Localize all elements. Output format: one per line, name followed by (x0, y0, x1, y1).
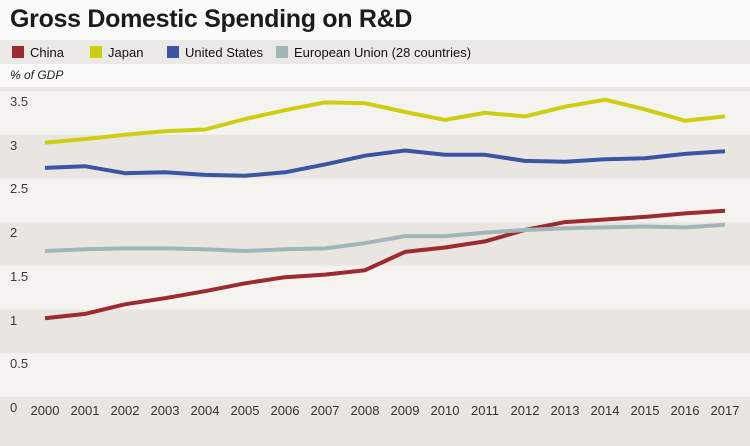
x-tick-label: 2004 (190, 403, 220, 418)
y-tick-label: 0.5 (10, 356, 29, 372)
line-european-union-28-countries (44, 222, 726, 253)
legend-swatch-united-states (167, 46, 179, 58)
x-tick-label: 2003 (150, 403, 180, 418)
x-tick-label: 2017 (710, 403, 740, 418)
x-tick-label: 2007 (310, 403, 340, 418)
grid-band (0, 87, 750, 91)
x-tick-label: 2014 (590, 403, 620, 418)
x-tick-label: 2001 (70, 403, 100, 418)
legend-item-china[interactable]: China (12, 40, 64, 64)
x-tick-label: 2006 (270, 403, 300, 418)
legend-swatch-china (12, 46, 24, 58)
x-tick-label: 2015 (630, 403, 660, 418)
legend-label-china: China (30, 44, 64, 60)
x-tick-label: 2010 (430, 403, 460, 418)
y-tick-label: 2 (10, 225, 18, 241)
x-tick-label: 2012 (510, 403, 540, 418)
legend-label-european-union-28-countries: European Union (28 countries) (294, 44, 472, 60)
line-japan (44, 97, 726, 145)
legend-item-japan[interactable]: Japan (90, 40, 143, 64)
chart-title: Gross Domestic Spending on R&D (10, 5, 413, 33)
grid-band (0, 222, 750, 266)
x-tick-label: 2000 (30, 403, 60, 418)
x-tick-label: 2016 (670, 403, 700, 418)
x-tick-label: 2011 (471, 403, 499, 418)
legend-swatch-european-union-28-countries (276, 46, 288, 58)
x-tick-label: 2013 (550, 403, 580, 418)
chart-legend: China Japan United States European Union (2… (0, 40, 750, 64)
line-china (44, 208, 726, 321)
grid-band (0, 397, 750, 446)
y-tick-label: 3 (10, 137, 18, 153)
y-tick-label: 0 (10, 400, 18, 415)
y-tick-label: 1.5 (10, 268, 29, 284)
legend-swatch-japan (90, 46, 102, 58)
x-tick-label: 2008 (350, 403, 380, 418)
x-tick-label: 2009 (390, 403, 420, 418)
x-tick-label: 2005 (230, 403, 260, 418)
grid-band (0, 134, 750, 179)
y-tick-label: 1 (10, 312, 18, 328)
legend-item-united-states[interactable]: United States (167, 40, 263, 64)
y-tick-label: 2.5 (10, 181, 29, 197)
line-united-states (44, 148, 726, 178)
legend-label-japan: Japan (108, 44, 144, 60)
y-axis-unit-label: % of GDP (10, 68, 64, 82)
x-tick-label: 2002 (110, 403, 140, 418)
y-tick-label: 3.5 (10, 94, 29, 109)
legend-label-united-states: United States (185, 44, 264, 60)
grid-band (0, 309, 750, 354)
legend-item-european-union-28-countries[interactable]: European Union (28 countries) (276, 40, 471, 64)
